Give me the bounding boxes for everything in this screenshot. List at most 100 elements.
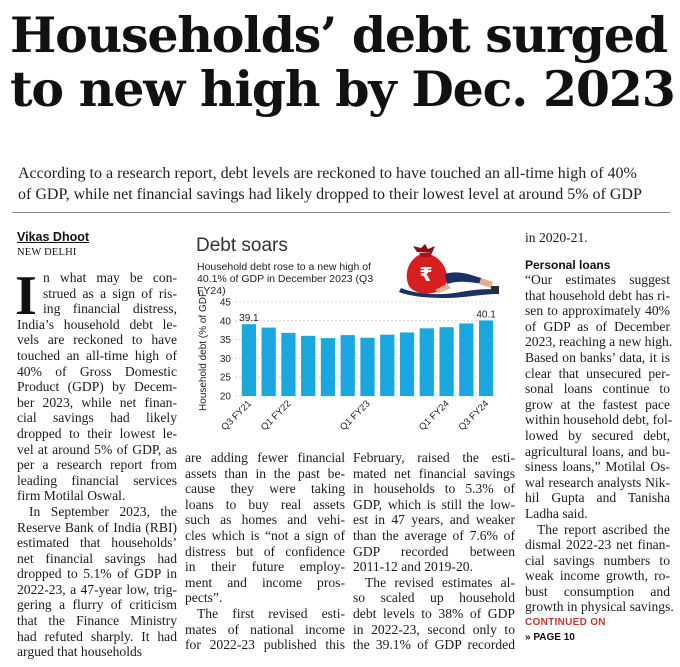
bar — [399, 332, 415, 396]
text-line: firm Motilal Oswal. — [17, 488, 126, 504]
text-line: ment and income pros- — [185, 574, 345, 590]
text-line: vels are reckoned to have — [17, 332, 177, 348]
deck-line-2: of GDP, while net financial savings had … — [18, 186, 642, 203]
column-4-text: “Our estimates suggest that household deb… — [525, 272, 674, 615]
deck-line-1: According to a research report, debt lev… — [18, 165, 637, 182]
rupee-bag-icon: ₹ — [399, 244, 499, 298]
text-line: mated net financial savings — [353, 465, 515, 481]
text-line: in 2022-23, second only to — [353, 621, 515, 637]
column-2: are adding fewer financial assets than in… — [185, 450, 345, 653]
x-tick-label: Q1 FY23 — [338, 398, 373, 433]
text-line: cles which is “not a sign of — [185, 527, 345, 543]
text-line: such as homes and vehi- — [185, 512, 345, 528]
svg-text:₹: ₹ — [419, 264, 432, 286]
text-line: debt levels to 38% of GDP — [353, 605, 515, 621]
text-line: grow at the fastest pace — [525, 396, 670, 412]
text-line: estimated that households’ — [17, 535, 177, 551]
dateline: NEW DELHI — [17, 247, 77, 258]
debt-bar-chart: Household debt (% of GDP) 20 25 30 35 40 45 39.… — [198, 292, 496, 433]
text-line: bust consumption and — [525, 583, 670, 599]
column-4: “Our estimates suggest that household deb… — [525, 272, 674, 615]
text-line: within household debt, fol- — [525, 412, 673, 428]
bar — [301, 335, 316, 396]
text-line: mates of national income — [185, 621, 345, 637]
y-tick-label: 20 — [220, 392, 232, 403]
data-label: 40.1 — [476, 309, 496, 320]
text-line: net financial savings had — [17, 550, 177, 566]
text-line: GDP recorded between — [353, 543, 515, 559]
text-line: cause they were taking — [185, 481, 345, 497]
text-line: 40% of Gross Domestic — [17, 363, 177, 379]
headline-line-1: Households’ debt surged — [10, 6, 668, 64]
bar — [241, 324, 257, 396]
text-line: ber 2023, while net finan- — [17, 394, 177, 410]
continued-on-label: CONTINUED ON — [525, 617, 606, 628]
text-line: had refuted sharply. It had — [17, 628, 177, 644]
continued-page-link[interactable]: » PAGE 10 — [525, 632, 575, 643]
text-line: Based on banks’ data, it is — [525, 349, 670, 365]
text-line: in households to 5.3% of — [353, 481, 515, 497]
text-line: Product (GDP) by Decem- — [17, 379, 177, 395]
text-line: loans to buy real assets — [185, 496, 345, 512]
text-line: gering a flurry of criticism — [17, 597, 177, 613]
bar — [380, 334, 395, 396]
text-line: est in 47 years, and weaker — [353, 512, 515, 528]
bar — [281, 332, 296, 396]
text-line: in their future employ- — [185, 559, 345, 575]
column-3-text: February, raised the esti-mated net fina… — [353, 450, 515, 653]
text-line: 2022-23, a 47-year low, trig- — [17, 581, 177, 597]
text-line: cial savings numbers to — [525, 552, 670, 568]
text-line: pects”. — [185, 590, 223, 606]
text-line: cial savings had likely — [17, 410, 177, 426]
y-tick-label: 45 — [220, 298, 232, 309]
text-line: wal research analysts Nik- — [525, 474, 670, 490]
text-line: agricultural loans, and bu- — [525, 443, 670, 459]
bar — [478, 320, 494, 396]
bar — [340, 335, 355, 396]
bar — [320, 338, 336, 396]
text-line: siness loans,” Motilal Os- — [525, 459, 670, 475]
text-line: clear that unsecured per- — [525, 365, 670, 381]
deck: According to a research report, debt lev… — [18, 163, 673, 205]
y-tick-label: 40 — [220, 316, 232, 327]
x-tick-label: Q3 FY21 — [219, 398, 254, 433]
bar — [419, 328, 434, 396]
text-line: weak income growth, ro- — [525, 568, 670, 584]
chart-subtitle-line-2: 40.1% of GDP in December 2023 (Q3 FY24) — [197, 273, 374, 297]
text-line: The report ascribed the — [537, 521, 670, 537]
byline: Vikas Dhoot — [17, 230, 90, 244]
column-3: February, raised the esti-mated net fina… — [353, 450, 515, 653]
y-tick-label: 30 — [220, 354, 232, 365]
text-line: leading financial services — [17, 472, 177, 488]
text-line: India’s household debt le- — [17, 316, 177, 332]
text-line: sonal loans continue to — [525, 381, 670, 397]
text-line: hil Gupta and Tanisha — [525, 490, 670, 506]
subhead-personal-loans: Personal loans — [525, 258, 611, 272]
text-line: Reserve Bank of India (RBI) — [17, 519, 177, 535]
chart-title: Debt soars — [196, 235, 288, 256]
x-tick-label: Q1 FY22 — [259, 398, 294, 433]
text-line: The revised estimates al- — [365, 574, 515, 590]
headline: Households’ debt surged to new high by D… — [10, 6, 676, 116]
divider — [12, 212, 670, 213]
y-tick-label: 25 — [220, 373, 232, 384]
text-line: 2011-12 and 2019-20. — [353, 559, 473, 575]
drop-cap: I — [15, 265, 37, 327]
column-1-text: n what may be con-strued as a sign of ri… — [17, 270, 177, 660]
text-line: GDP, which is still the low- — [353, 496, 515, 512]
data-label: 39.1 — [239, 313, 259, 324]
column-4-top: in 2020-21. — [525, 230, 588, 245]
text-line: per a research report from — [17, 457, 177, 473]
text-line: than the average of 7.6% of — [353, 527, 515, 543]
text-line: lowed by secured debt, — [525, 427, 670, 443]
text-line: dropped to their lowest le- — [17, 425, 177, 441]
column-1: n what may be con-strued as a sign of ri… — [17, 270, 177, 660]
text-line: argued that households — [17, 644, 143, 660]
text-line: vel at around 5% of GDP, as — [17, 441, 177, 457]
text-line: of GDP as of December — [525, 318, 670, 334]
bar — [360, 337, 375, 396]
text-line: In September 2023, the — [29, 503, 177, 519]
text-line: ing financial distress, — [43, 301, 177, 317]
text-line: sen to approximately 40% — [525, 303, 670, 319]
bar — [261, 327, 276, 396]
